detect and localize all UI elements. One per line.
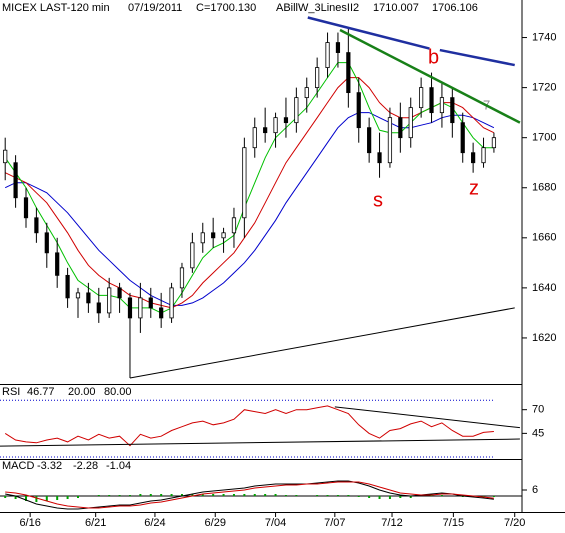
x-tick-label: 7/12 (381, 517, 402, 529)
candle-body (471, 152, 476, 164)
candle-body (231, 217, 237, 234)
rsi-line (4, 405, 494, 447)
x-tick-label: 7/07 (324, 517, 345, 529)
candle-body (439, 97, 445, 114)
candle-body (190, 242, 195, 269)
trend-line (0, 438, 520, 447)
x-tick-label: 6/24 (144, 517, 165, 529)
candle-body (252, 127, 257, 149)
candle-body (367, 127, 372, 154)
candle-body (491, 137, 497, 149)
macd-readout: -3.32 (37, 460, 62, 472)
candle-body (44, 232, 49, 254)
candle-body (148, 297, 153, 309)
macd-label: MACD (2, 460, 34, 472)
candle-body (398, 117, 403, 139)
rsi-value: 46.77 (27, 386, 55, 398)
rsi-level: 20.00 (68, 386, 96, 398)
candle-body (419, 87, 424, 109)
candle-body (283, 117, 289, 124)
trend-line (339, 28, 521, 124)
candle-body (408, 107, 413, 139)
candle-body (117, 287, 122, 299)
candle-body (335, 42, 341, 53)
trend-line (439, 48, 515, 67)
x-tick-label: 7/15 (443, 517, 464, 529)
y-tick-label: 1680 (532, 182, 556, 194)
candle-body (211, 232, 216, 239)
candle-body (356, 92, 361, 129)
macd-readout: -2.28 (73, 460, 98, 472)
candle-body (387, 117, 393, 164)
x-tick-label: 6/29 (205, 517, 226, 529)
last-price: C=1700.130 (196, 2, 256, 14)
indicator-value: 1706.106 (432, 2, 478, 14)
candle-body (96, 302, 101, 314)
annotation: b (428, 46, 439, 68)
indicator-value: 1710.007 (373, 2, 419, 14)
candle-body (3, 149, 8, 164)
date: 07/19/2011 (128, 2, 182, 14)
candle-body (450, 97, 455, 124)
x-tick-label: 6/16 (19, 517, 40, 529)
trend-line (334, 406, 520, 429)
candle-body (13, 162, 18, 199)
candle-body (242, 147, 247, 219)
annotation: s (373, 189, 383, 211)
candle-body (294, 97, 299, 124)
candle-body (55, 252, 60, 276)
candle-body (481, 147, 486, 164)
y-tick-label: 1620 (532, 332, 556, 344)
candle-body (86, 292, 91, 304)
candle-body (179, 267, 185, 289)
y-tick-label: 1700 (532, 132, 556, 144)
indicator-name: ABillW_3LinesII2 (276, 2, 359, 14)
candle-body (325, 42, 330, 68)
annotation: z (469, 177, 479, 199)
candle-body (75, 292, 81, 299)
candle-body (221, 232, 226, 239)
y-tick-label: 70 (532, 404, 544, 416)
candle-body (107, 287, 112, 314)
candle-body (65, 274, 70, 299)
candle-body (460, 122, 465, 154)
candle-body (138, 297, 143, 319)
candle-body (377, 152, 382, 164)
y-tick-label: 1740 (532, 31, 556, 43)
y-tick-label: 45 (532, 427, 544, 439)
y-tick-label: 6 (532, 484, 538, 496)
candle-body (200, 232, 205, 244)
candle-body (263, 127, 268, 134)
y-tick-label: 1720 (532, 82, 556, 94)
candle-body (169, 287, 174, 319)
title: MICEX LAST-120 min (2, 2, 110, 14)
candle-body (346, 52, 351, 94)
candle-body (429, 87, 434, 114)
trend-line (129, 307, 515, 379)
macd-line (5, 481, 494, 509)
x-tick-label: 7/04 (265, 517, 286, 529)
trend-line (307, 16, 430, 50)
x-tick-label: 7/20 (504, 517, 525, 529)
candle-body (34, 217, 39, 234)
y-tick-label: 1640 (532, 282, 556, 294)
candle-body (315, 67, 320, 89)
candle-body (304, 87, 309, 99)
candle-body (127, 297, 133, 319)
y-tick-label: 1660 (532, 232, 556, 244)
candle-body (23, 197, 29, 219)
candle-body (159, 307, 164, 319)
candle-body (273, 117, 278, 134)
rsi-label: RSI (2, 386, 20, 398)
x-tick-label: 6/21 (85, 517, 106, 529)
macd-readout: -1.04 (106, 460, 131, 472)
rsi-level: 80.00 (104, 386, 132, 398)
